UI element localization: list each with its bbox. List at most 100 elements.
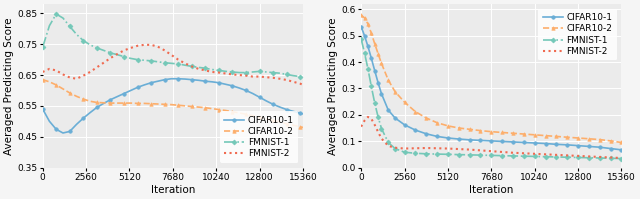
FMNIST-1 bbox=[374, 116, 382, 118]
FMNIST-1 bbox=[433, 153, 441, 155]
CIFAR10-2 bbox=[154, 103, 162, 105]
CIFAR10-1 bbox=[357, 25, 365, 28]
FMNIST-2 bbox=[66, 76, 74, 79]
FMNIST-2 bbox=[168, 54, 175, 56]
FMNIST-2 bbox=[249, 75, 257, 78]
Line: CIFAR10-1: CIFAR10-1 bbox=[360, 25, 623, 152]
CIFAR10-2 bbox=[249, 115, 257, 117]
FMNIST-1 bbox=[401, 151, 408, 153]
FMNIST-2 bbox=[113, 53, 121, 55]
FMNIST-1 bbox=[276, 72, 284, 74]
FMNIST-1 bbox=[364, 67, 372, 70]
Line: FMNIST-2: FMNIST-2 bbox=[43, 45, 303, 85]
FMNIST-1 bbox=[367, 85, 375, 88]
FMNIST-2 bbox=[269, 77, 277, 79]
FMNIST-2 bbox=[181, 62, 189, 64]
FMNIST-2 bbox=[154, 46, 162, 48]
CIFAR10-2 bbox=[39, 78, 47, 81]
CIFAR10-2 bbox=[520, 133, 527, 135]
CIFAR10-1 bbox=[168, 78, 175, 80]
CIFAR10-1 bbox=[488, 140, 495, 142]
FMNIST-2 bbox=[45, 68, 53, 70]
FMNIST-1 bbox=[290, 74, 298, 77]
FMNIST-2 bbox=[455, 148, 463, 150]
FMNIST-2 bbox=[607, 156, 614, 159]
CIFAR10-1 bbox=[127, 89, 134, 92]
FMNIST-1 bbox=[444, 153, 452, 156]
FMNIST-2 bbox=[520, 152, 527, 154]
Line: CIFAR10-2: CIFAR10-2 bbox=[41, 78, 305, 129]
CIFAR10-2 bbox=[412, 110, 419, 113]
FMNIST-1 bbox=[113, 54, 121, 56]
FMNIST-2 bbox=[563, 154, 571, 157]
CIFAR10-1 bbox=[242, 89, 250, 92]
FMNIST-2 bbox=[541, 153, 549, 156]
FMNIST-1 bbox=[455, 153, 463, 156]
FMNIST-2 bbox=[574, 155, 582, 157]
CIFAR10-2 bbox=[202, 106, 209, 109]
FMNIST-2 bbox=[256, 75, 264, 78]
FMNIST-2 bbox=[215, 71, 223, 74]
FMNIST-1 bbox=[161, 61, 168, 64]
CIFAR10-2 bbox=[215, 108, 223, 111]
FMNIST-1 bbox=[52, 13, 60, 15]
FMNIST-1 bbox=[269, 71, 277, 74]
FMNIST-1 bbox=[134, 59, 141, 61]
FMNIST-1 bbox=[585, 157, 593, 159]
FMNIST-2 bbox=[107, 57, 115, 59]
FMNIST-1 bbox=[222, 70, 230, 73]
CIFAR10-1 bbox=[45, 120, 53, 122]
FMNIST-2 bbox=[433, 147, 441, 149]
CIFAR10-1 bbox=[531, 142, 538, 144]
FMNIST-2 bbox=[378, 137, 385, 140]
CIFAR10-2 bbox=[107, 102, 115, 104]
CIFAR10-1 bbox=[100, 102, 108, 105]
FMNIST-1 bbox=[215, 69, 223, 72]
CIFAR10-1 bbox=[401, 124, 408, 126]
FMNIST-2 bbox=[73, 78, 81, 80]
CIFAR10-1 bbox=[574, 144, 582, 147]
FMNIST-1 bbox=[520, 155, 527, 157]
CIFAR10-2 bbox=[509, 132, 517, 135]
FMNIST-1 bbox=[371, 102, 378, 104]
FMNIST-1 bbox=[378, 127, 385, 130]
FMNIST-1 bbox=[86, 44, 94, 46]
CIFAR10-1 bbox=[195, 79, 202, 81]
FMNIST-1 bbox=[188, 65, 196, 68]
CIFAR10-2 bbox=[168, 103, 175, 106]
CIFAR10-1 bbox=[585, 145, 593, 148]
CIFAR10-2 bbox=[477, 129, 484, 132]
CIFAR10-2 bbox=[242, 113, 250, 115]
FMNIST-1 bbox=[499, 154, 506, 157]
CIFAR10-2 bbox=[401, 101, 408, 103]
CIFAR10-1 bbox=[93, 106, 100, 109]
CIFAR10-2 bbox=[361, 17, 369, 19]
FMNIST-2 bbox=[127, 47, 134, 49]
CIFAR10-1 bbox=[269, 103, 277, 105]
CIFAR10-2 bbox=[127, 102, 134, 104]
FMNIST-1 bbox=[509, 155, 517, 157]
FMNIST-2 bbox=[618, 157, 625, 159]
FMNIST-1 bbox=[574, 156, 582, 159]
FMNIST-2 bbox=[276, 78, 284, 80]
CIFAR10-1 bbox=[208, 81, 216, 83]
CIFAR10-2 bbox=[585, 138, 593, 140]
FMNIST-1 bbox=[391, 147, 399, 150]
FMNIST-2 bbox=[401, 147, 408, 150]
FMNIST-1 bbox=[242, 71, 250, 74]
FMNIST-2 bbox=[208, 71, 216, 73]
X-axis label: Iteration: Iteration bbox=[150, 185, 195, 195]
CIFAR10-2 bbox=[563, 136, 571, 138]
CIFAR10-1 bbox=[147, 82, 155, 84]
Line: CIFAR10-1: CIFAR10-1 bbox=[41, 77, 305, 135]
CIFAR10-2 bbox=[208, 107, 216, 110]
FMNIST-2 bbox=[290, 81, 298, 83]
CIFAR10-2 bbox=[378, 62, 385, 65]
FMNIST-1 bbox=[296, 75, 304, 78]
CIFAR10-1 bbox=[215, 82, 223, 84]
FMNIST-2 bbox=[174, 59, 182, 61]
CIFAR10-2 bbox=[195, 106, 202, 108]
CIFAR10-1 bbox=[39, 108, 47, 110]
FMNIST-2 bbox=[364, 116, 372, 118]
CIFAR10-2 bbox=[100, 101, 108, 104]
